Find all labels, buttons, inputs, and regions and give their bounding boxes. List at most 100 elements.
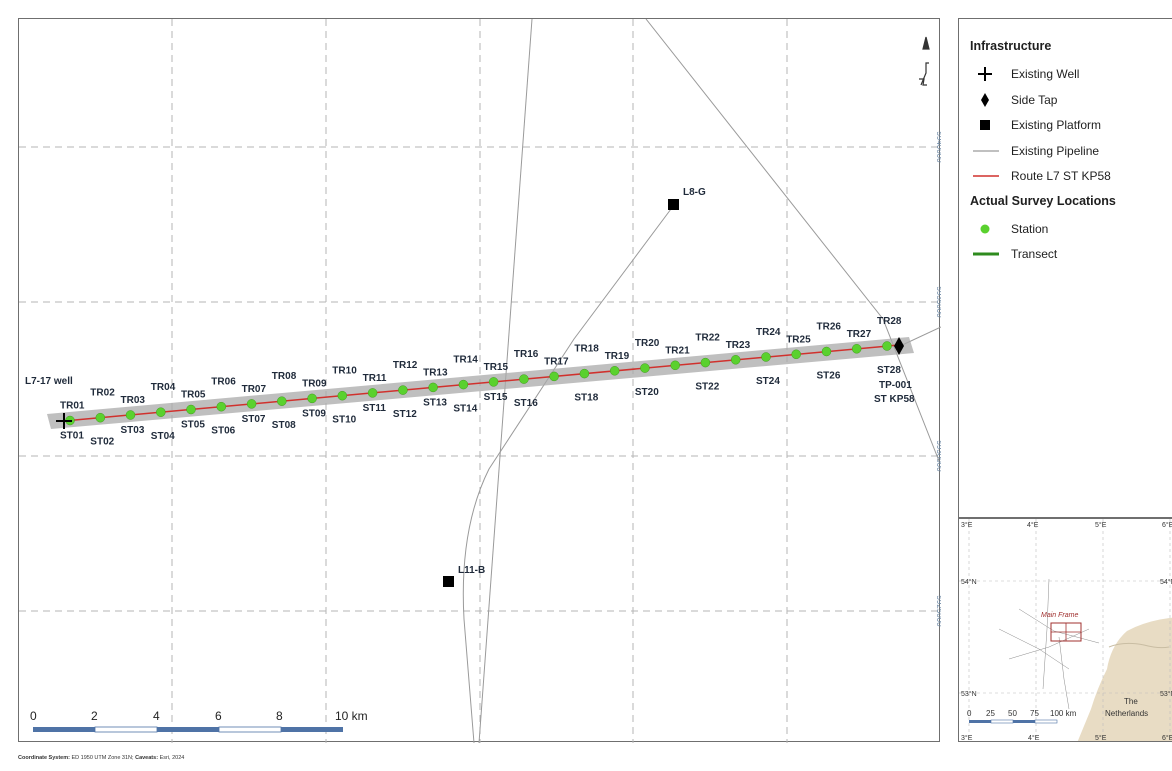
- legend-label-station: Station: [1011, 222, 1049, 236]
- station-marker[interactable]: [186, 404, 196, 415]
- route-line-icon: [973, 175, 999, 177]
- x-tick-label-top: 610000: [774, 19, 801, 21]
- station-marker[interactable]: [458, 379, 469, 390]
- inset-country-label-2: Netherlands: [1105, 709, 1148, 718]
- station-marker[interactable]: [549, 371, 559, 382]
- station-marker[interactable]: [307, 393, 317, 404]
- legend-item-station: Station: [967, 219, 1167, 239]
- well-symbol[interactable]: [56, 413, 72, 429]
- main-map[interactable]: 5900005900005950005950006000006000006050…: [18, 18, 941, 743]
- transect-label: TR05: [181, 390, 206, 401]
- inset-scale-75: 75: [1030, 709, 1039, 718]
- station-marker[interactable]: [367, 388, 378, 398]
- transect-label: TR27: [847, 329, 872, 340]
- station-marker[interactable]: [761, 352, 771, 362]
- station-label: ST07: [242, 414, 266, 425]
- transect-label: TR08: [272, 371, 297, 382]
- station-label: ST02: [90, 437, 114, 448]
- station-marker[interactable]: [519, 374, 529, 384]
- transect-label: TR10: [332, 366, 357, 377]
- station-label: ST03: [121, 425, 145, 436]
- scale-label-10km: 10 km: [335, 709, 368, 723]
- station-label: ST11: [363, 403, 387, 414]
- transect-label: TR20: [635, 338, 660, 349]
- station-label: ST22: [695, 382, 719, 393]
- transect-label: TR16: [514, 349, 539, 360]
- map-canvas[interactable]: 5900005900005950005950006000006000006050…: [19, 19, 941, 743]
- station-label: ST24: [756, 376, 780, 387]
- scale-label-8: 8: [276, 709, 283, 723]
- station-marker[interactable]: [730, 355, 741, 365]
- transect-label: TR12: [393, 360, 418, 371]
- inset-lon-5e-bottom: 5°E: [1095, 734, 1107, 742]
- transect-label: TR26: [817, 322, 842, 333]
- station-label: ST14: [453, 404, 477, 415]
- station-marker[interactable]: [609, 366, 620, 376]
- legend-item-existing-well: Existing Well: [967, 64, 1167, 84]
- inset-pipelines: [998, 578, 1100, 710]
- station-marker[interactable]: [882, 341, 892, 351]
- legend-label-existing-platform: Existing Platform: [1011, 118, 1102, 132]
- station-marker[interactable]: [95, 412, 106, 423]
- station-marker[interactable]: [821, 346, 832, 357]
- endpoint-label-2: ST KP58: [874, 394, 915, 405]
- endpoint-label-1: TP-001: [879, 380, 912, 391]
- legend-item-side-tap: Side Tap: [967, 90, 1167, 110]
- station-label: ST05: [181, 420, 205, 431]
- station-marker[interactable]: [246, 399, 257, 409]
- legend-panel: Infrastructure Existing Well Side Tap Ex…: [958, 18, 1172, 518]
- platform-l11b[interactable]: [443, 576, 454, 587]
- station-marker[interactable]: [398, 385, 408, 395]
- station-marker[interactable]: [791, 349, 801, 360]
- legend-label-existing-pipeline: Existing Pipeline: [1011, 144, 1100, 158]
- station-marker[interactable]: [579, 368, 590, 379]
- station-marker[interactable]: [670, 360, 680, 371]
- inset-lat-53n-left: 53°N: [961, 690, 977, 698]
- station-marker[interactable]: [156, 407, 166, 417]
- transect-label: TR01: [60, 401, 85, 412]
- platform-l8g[interactable]: [668, 199, 679, 210]
- transect-label: TR06: [211, 377, 236, 388]
- inset-scale-0: 0: [967, 709, 972, 718]
- square-icon: [980, 120, 990, 130]
- inset-lon-5e: 5°E: [1095, 521, 1107, 529]
- x-tick-label-top: 605000: [620, 19, 647, 21]
- scale-label-6: 6: [215, 709, 222, 723]
- station-marker[interactable]: [216, 401, 227, 412]
- y-tick-label-right: 5930000: [935, 440, 941, 472]
- station-marker[interactable]: [851, 344, 862, 354]
- transect-label: TR24: [756, 327, 781, 338]
- transect-label: TR19: [605, 351, 630, 362]
- station-label: ST04: [151, 431, 175, 442]
- station-marker[interactable]: [640, 363, 650, 373]
- station-labels: ST01 ST02 ST03 ST04 ST05 ST06 ST07 ST08 ST09 ST10…: [60, 365, 901, 448]
- inset-lon-3e: 3°E: [961, 521, 973, 529]
- transect-label: TR28: [877, 316, 902, 327]
- transect-label: TR13: [423, 367, 448, 378]
- legend-label-side-tap: Side Tap: [1011, 93, 1058, 107]
- station-marker[interactable]: [700, 357, 711, 368]
- station-marker[interactable]: [488, 377, 499, 387]
- pipeline-l8g-l11b: [462, 208, 672, 743]
- inset-country-label-1: The: [1124, 697, 1138, 706]
- well-cross-icon: [978, 67, 992, 81]
- route-line: [63, 344, 900, 422]
- y-tick-label-right: 5940000: [935, 131, 941, 163]
- side-tap-symbol[interactable]: [894, 337, 904, 355]
- station-marker[interactable]: [428, 382, 438, 393]
- station-label: ST28: [877, 365, 901, 376]
- station-label: ST16: [514, 398, 538, 409]
- scale-bar: 0 2 4 6 8 10 km: [30, 709, 368, 733]
- station-marker[interactable]: [337, 390, 348, 401]
- legend-survey-heading: Actual Survey Locations: [970, 194, 1116, 208]
- station-marker[interactable]: [125, 410, 136, 420]
- station-marker[interactable]: [277, 396, 287, 406]
- legend-label-existing-well: Existing Well: [1011, 67, 1080, 81]
- transect-label: TR04: [151, 382, 176, 393]
- overview-inset-map: Main Frame 3°E 4°E 5°E 6°E 3°E 4°E 5°E 6…: [958, 518, 1172, 742]
- legend-item-existing-platform: Existing Platform: [967, 115, 1167, 135]
- inset-lon-4e-bottom: 4°E: [1028, 734, 1040, 742]
- inset-map-canvas: Main Frame 3°E 4°E 5°E 6°E 3°E 4°E 5°E 6…: [959, 519, 1172, 742]
- x-tick-label-top: 595000: [313, 19, 340, 21]
- x-tick-label-top: 590000: [159, 19, 186, 21]
